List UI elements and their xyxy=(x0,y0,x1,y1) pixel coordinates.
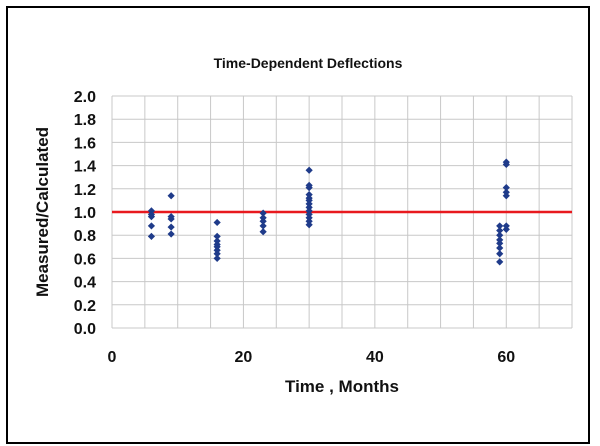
x-axis-label: Time , Months xyxy=(285,377,399,396)
data-point xyxy=(167,223,175,231)
data-point xyxy=(167,215,175,223)
y-tick-label: 2.0 xyxy=(74,89,96,106)
x-tick-labels: 0 20 40 60 xyxy=(108,349,516,366)
data-point xyxy=(496,244,504,252)
data-point xyxy=(496,250,504,258)
y-tick-label: 0.8 xyxy=(74,228,96,245)
chart-frame xyxy=(6,6,590,444)
y-tick-label: 0.0 xyxy=(74,321,96,338)
y-tick-label: 1.8 xyxy=(74,112,96,129)
y-tick-labels: 0.0 0.2 0.4 0.6 0.8 1.0 1.2 1.4 1.6 1.8 2.0 xyxy=(74,89,96,338)
y-tick-label: 1.4 xyxy=(74,159,96,176)
data-point xyxy=(496,258,504,266)
data-point xyxy=(305,166,313,174)
x-tick-label: 60 xyxy=(497,349,515,366)
data-point xyxy=(259,209,267,217)
data-point xyxy=(213,232,221,240)
data-points xyxy=(147,158,510,266)
x-tick-label: 40 xyxy=(366,349,384,366)
y-tick-label: 0.4 xyxy=(74,275,96,292)
data-point xyxy=(147,213,156,221)
y-tick-label: 0.6 xyxy=(74,251,96,268)
x-tick-label: 20 xyxy=(235,349,253,366)
data-point xyxy=(213,254,221,262)
data-point xyxy=(496,226,504,235)
data-point xyxy=(496,222,504,230)
data-point xyxy=(502,184,510,192)
data-point xyxy=(167,192,175,200)
data-point xyxy=(147,232,156,240)
y-tick-label: 1.2 xyxy=(74,182,96,199)
data-point xyxy=(147,222,156,230)
data-point xyxy=(502,225,510,233)
data-point xyxy=(167,230,175,238)
data-point xyxy=(496,239,504,247)
data-point xyxy=(259,217,267,225)
data-point xyxy=(502,160,510,169)
data-point xyxy=(259,222,267,230)
data-point xyxy=(213,250,221,258)
y-tick-label: 1.6 xyxy=(74,135,96,152)
data-point xyxy=(305,184,313,192)
y-tick-label: 0.2 xyxy=(74,298,96,315)
data-point xyxy=(496,231,504,239)
y-tick-label: 1.0 xyxy=(74,205,96,222)
data-point xyxy=(305,221,313,229)
y-axis-label: Measured/Calculated xyxy=(33,127,52,297)
data-point xyxy=(213,218,221,227)
x-tick-label: 0 xyxy=(108,349,117,366)
data-point xyxy=(259,228,267,236)
data-point xyxy=(502,192,510,200)
chart-title: Time-Dependent Deflections xyxy=(214,55,403,71)
